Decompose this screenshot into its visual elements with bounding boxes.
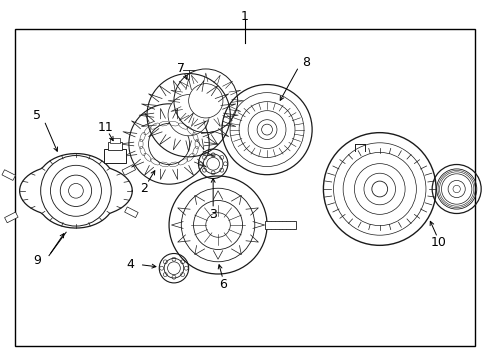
- Text: 1: 1: [241, 10, 249, 23]
- Bar: [265, 221, 296, 229]
- Bar: [4, 212, 18, 223]
- Circle shape: [262, 124, 272, 135]
- Polygon shape: [20, 154, 132, 228]
- Text: 10: 10: [431, 237, 446, 249]
- Circle shape: [441, 174, 472, 204]
- Text: 4: 4: [126, 258, 134, 271]
- Text: 9: 9: [33, 255, 41, 267]
- Bar: [108, 142, 122, 150]
- Bar: [15, 29, 475, 346]
- Text: 7: 7: [177, 62, 185, 75]
- Circle shape: [206, 213, 230, 237]
- Text: 8: 8: [302, 57, 310, 69]
- Text: 3: 3: [209, 208, 217, 221]
- Bar: [124, 207, 138, 218]
- Circle shape: [372, 181, 388, 197]
- Bar: [104, 149, 126, 163]
- Circle shape: [168, 95, 209, 136]
- Bar: [110, 138, 120, 143]
- Bar: [2, 170, 16, 180]
- Circle shape: [203, 154, 223, 174]
- Text: 2: 2: [141, 183, 148, 195]
- Circle shape: [189, 84, 223, 118]
- Bar: [122, 165, 136, 175]
- Text: 6: 6: [219, 278, 227, 291]
- Text: 11: 11: [98, 121, 113, 134]
- Circle shape: [148, 123, 190, 165]
- Text: 5: 5: [33, 109, 41, 122]
- Circle shape: [164, 258, 184, 278]
- Circle shape: [69, 184, 83, 198]
